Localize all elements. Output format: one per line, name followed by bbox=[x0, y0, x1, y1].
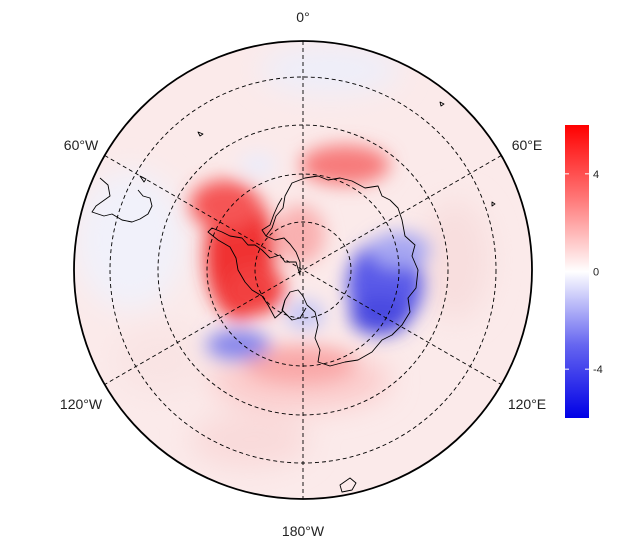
colorbar-ticks: 4 0 -4 bbox=[565, 169, 603, 376]
new-zealand-fragment-coastline bbox=[339, 477, 357, 493]
label-lon-60w: 60°W bbox=[64, 137, 99, 153]
map-frame bbox=[73, 40, 533, 500]
colorbar-tick-label: 0 bbox=[593, 267, 599, 279]
anomaly-shading-strong bbox=[190, 145, 430, 383]
meridian-60w-120e bbox=[104, 155, 502, 385]
anomaly-field bbox=[74, 41, 532, 499]
colorbar: 4 0 -4 bbox=[565, 125, 603, 418]
island-fragment bbox=[491, 201, 496, 207]
antarctic-peninsula-coastline bbox=[261, 197, 283, 237]
label-lon-120e: 120°E bbox=[508, 396, 546, 412]
colorbar-tick-label: 4 bbox=[593, 169, 599, 181]
south-america-tip-coastline bbox=[91, 177, 153, 223]
latitude-circle bbox=[254, 221, 352, 319]
graticule bbox=[104, 41, 502, 499]
label-lon-60e: 60°E bbox=[512, 137, 543, 153]
island-fragment bbox=[197, 131, 204, 137]
antarctica-coastline bbox=[207, 175, 419, 367]
coastlines bbox=[91, 101, 496, 493]
label-lon-120w: 120°W bbox=[60, 396, 103, 412]
label-lon-0: 0° bbox=[296, 9, 309, 25]
label-lon-180w: 180°W bbox=[282, 523, 325, 539]
meridian-60e-120w bbox=[104, 155, 502, 385]
colorbar-tick-label: -4 bbox=[593, 364, 603, 376]
south-georgia-coastline bbox=[139, 175, 147, 183]
ross-ice-shelf-edge bbox=[281, 299, 307, 321]
island-fragment bbox=[439, 101, 445, 107]
